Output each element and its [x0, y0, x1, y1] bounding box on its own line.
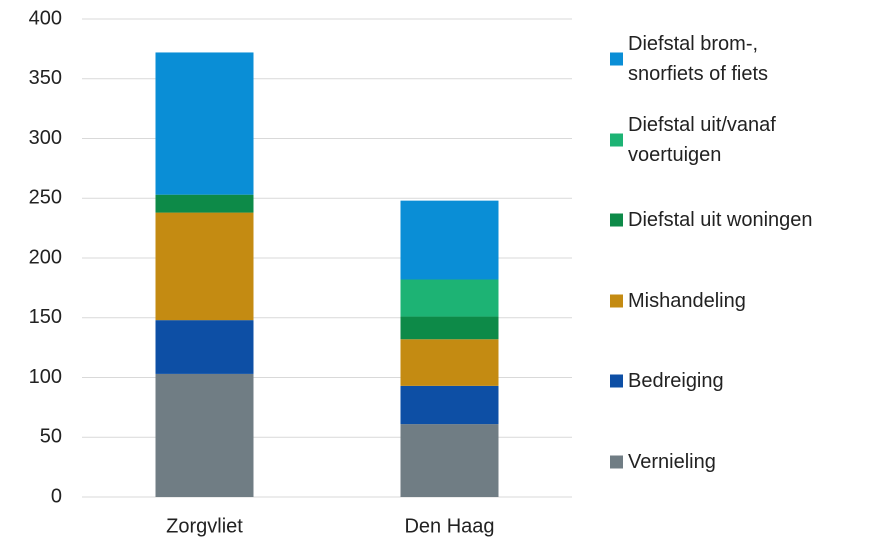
y-tick-label: 400 — [29, 7, 62, 29]
legend-swatch — [610, 133, 623, 147]
bar-segment — [155, 212, 254, 321]
legend-swatch — [610, 455, 623, 469]
bar-segment — [400, 200, 499, 280]
bar-segment — [400, 316, 499, 340]
y-tick-label: 100 — [29, 366, 62, 388]
y-tick-label: 250 — [29, 187, 62, 209]
bar-segment — [400, 339, 499, 386]
legend-label: Diefstal brom-, snorfiets of fiets — [628, 33, 769, 85]
legend-swatch — [610, 213, 623, 227]
legend-swatch — [610, 294, 623, 308]
legend-label: Bedreiging — [628, 370, 724, 393]
legend-label: Vernieling — [628, 451, 716, 473]
y-tick-label: 0 — [51, 485, 62, 507]
legend-label: Mishandeling — [628, 289, 746, 312]
bar-segment — [155, 320, 254, 374]
y-tick-label: 350 — [29, 67, 62, 89]
bar-segment — [400, 385, 499, 425]
y-tick-label: 150 — [29, 306, 62, 328]
bar-segment — [155, 52, 254, 195]
bar-segment — [155, 373, 254, 497]
y-tick-label: 200 — [29, 246, 62, 268]
legend-label: Diefstal uit/vanaf voertuigen — [628, 113, 776, 166]
bar-segment — [155, 194, 254, 213]
bar-segment — [400, 424, 499, 497]
y-tick-label: 50 — [40, 426, 62, 448]
y-tick-label: 300 — [29, 127, 62, 149]
x-tick-label: Zorgvliet — [166, 515, 243, 537]
x-tick-label: Den Haag — [404, 515, 494, 537]
legend-swatch — [610, 52, 623, 66]
legend-label: Diefstal uit woningen — [628, 209, 813, 232]
bar-segment — [400, 279, 499, 317]
legend-swatch — [610, 374, 623, 388]
